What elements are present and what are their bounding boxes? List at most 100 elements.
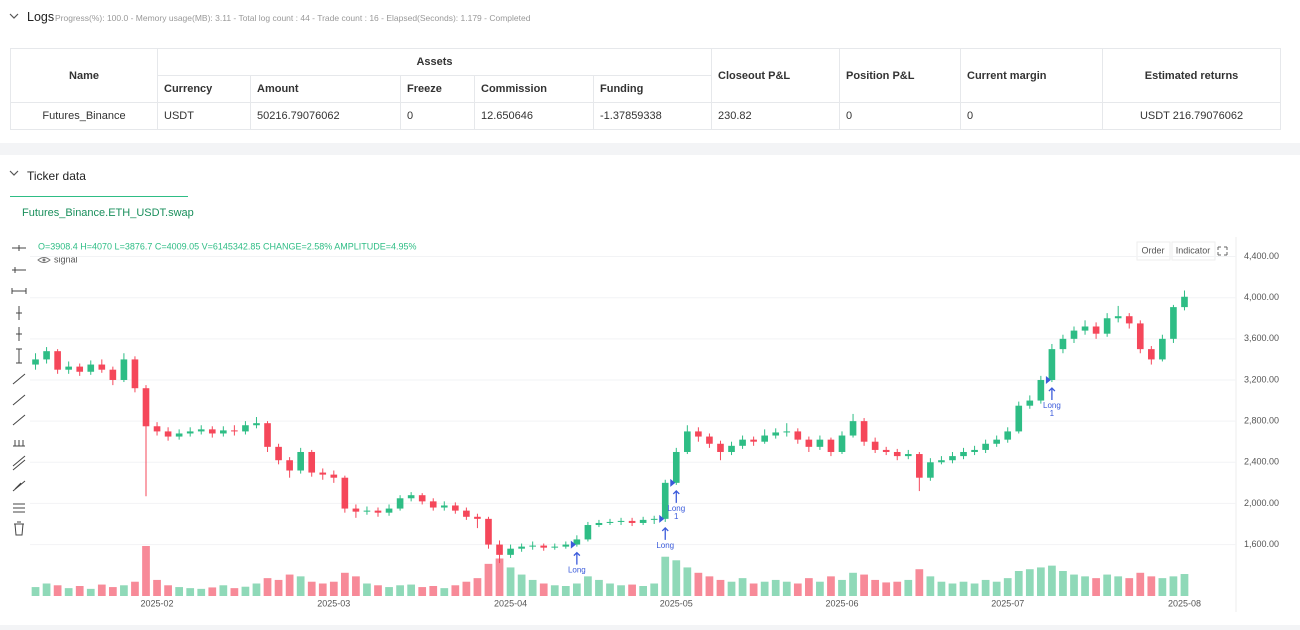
tool-icon[interactable] bbox=[14, 521, 24, 536]
eye-icon[interactable] bbox=[37, 257, 51, 263]
volume-bar bbox=[959, 581, 968, 596]
cell: Futures_Binance bbox=[10, 102, 158, 130]
volume-bar bbox=[64, 588, 73, 596]
candle-body bbox=[507, 548, 514, 555]
tool-icon[interactable] bbox=[12, 480, 26, 492]
tool-icon[interactable] bbox=[12, 414, 26, 426]
candle-body bbox=[672, 451, 680, 483]
candle-body bbox=[1125, 316, 1133, 324]
candle-body bbox=[131, 359, 139, 389]
volume-bar bbox=[418, 587, 427, 596]
volume-bar bbox=[153, 579, 161, 596]
volume-bar bbox=[694, 572, 703, 596]
candle-body bbox=[186, 431, 194, 434]
volume-bar bbox=[329, 581, 338, 596]
candle-body bbox=[860, 421, 868, 442]
candle-body bbox=[341, 477, 349, 509]
tool-icon[interactable] bbox=[12, 373, 26, 385]
candle-body bbox=[960, 451, 967, 457]
tool-icon[interactable] bbox=[16, 306, 22, 320]
volume-bar bbox=[1125, 578, 1134, 596]
candle-body bbox=[1026, 400, 1034, 406]
tool-icon[interactable] bbox=[12, 455, 26, 471]
volume-bar bbox=[838, 579, 846, 596]
cell: 50216.79076062 bbox=[250, 102, 401, 130]
volume-bar bbox=[53, 585, 62, 596]
candle-body bbox=[1092, 326, 1100, 334]
volume-bar bbox=[915, 569, 924, 596]
volume-bar bbox=[42, 583, 51, 596]
symbol-tab[interactable]: Futures_Binance.ETH_USDT.swap bbox=[10, 196, 194, 226]
chevron[interactable] bbox=[6, 161, 26, 191]
candle-body bbox=[882, 449, 890, 452]
volume-bar bbox=[1092, 578, 1100, 596]
tool-icon[interactable] bbox=[12, 267, 26, 273]
candle-body bbox=[518, 546, 525, 549]
order-button[interactable] bbox=[1136, 241, 1171, 261]
tool-icon[interactable] bbox=[16, 327, 22, 341]
candle-body bbox=[573, 539, 581, 545]
indicator-button[interactable] bbox=[1171, 241, 1216, 261]
candle-body bbox=[783, 431, 791, 433]
candle-body bbox=[120, 359, 128, 380]
tool-icon[interactable] bbox=[16, 348, 22, 364]
candle-body bbox=[330, 474, 338, 478]
volume-bar bbox=[782, 581, 791, 596]
tool-icon[interactable] bbox=[13, 503, 25, 513]
cell: 12.650646 bbox=[474, 102, 594, 130]
signal-label: Long bbox=[667, 504, 685, 513]
candle-body bbox=[32, 359, 39, 365]
x-tick-label: 2025-08 bbox=[1168, 598, 1201, 608]
cell: 0 bbox=[400, 102, 475, 130]
volume-bar bbox=[1147, 576, 1156, 596]
volume-bar bbox=[705, 576, 714, 596]
candle-body bbox=[606, 521, 614, 523]
volume-bar bbox=[307, 581, 316, 596]
volume-bar bbox=[108, 587, 117, 596]
volume-bar bbox=[1036, 567, 1045, 596]
cell: USDT 216.79076062 bbox=[1102, 102, 1282, 130]
candle-body bbox=[396, 498, 404, 509]
candle-body bbox=[54, 351, 61, 370]
volume-bar bbox=[396, 585, 404, 596]
tool-icon[interactable] bbox=[11, 288, 27, 294]
x-tick-label: 2025-05 bbox=[660, 598, 693, 608]
candle-body bbox=[1048, 349, 1056, 380]
volume-bar bbox=[197, 588, 206, 596]
candle-body bbox=[385, 508, 393, 513]
candle-body bbox=[1004, 431, 1012, 440]
volume-bar bbox=[650, 583, 659, 596]
candle-body bbox=[242, 425, 249, 432]
candle-body bbox=[838, 435, 846, 452]
volume-bar bbox=[584, 576, 592, 596]
cell: USDT bbox=[157, 102, 251, 130]
candle-body bbox=[374, 510, 382, 513]
candle-body bbox=[286, 460, 293, 471]
candle-body bbox=[363, 510, 371, 512]
y-tick-label: 2,800.00 bbox=[1244, 416, 1279, 426]
candle-body bbox=[1148, 349, 1155, 360]
signal-arrow bbox=[661, 527, 669, 540]
tool-icon[interactable] bbox=[12, 394, 26, 406]
candle-body bbox=[949, 456, 956, 461]
ohlc-legend: O=3908.4 H=4070 L=3876.7 C=4009.05 V=614… bbox=[38, 241, 417, 251]
tool-icon[interactable] bbox=[12, 245, 26, 251]
chevron[interactable] bbox=[6, 4, 26, 34]
candle-body bbox=[993, 439, 1000, 444]
tool-icon[interactable] bbox=[13, 440, 25, 447]
header: Funding bbox=[592, 75, 713, 103]
candle-body bbox=[772, 432, 780, 436]
volume-bar bbox=[948, 583, 957, 596]
volume-bar bbox=[296, 576, 305, 596]
volume-bar bbox=[937, 581, 946, 596]
candle-body bbox=[739, 439, 746, 446]
candle-body bbox=[938, 460, 945, 463]
cell: 0 bbox=[960, 102, 1104, 130]
volume-bar bbox=[572, 583, 581, 596]
candle-body bbox=[153, 426, 161, 432]
volume-bar bbox=[186, 588, 195, 596]
volume-bar bbox=[429, 586, 438, 596]
fullscreen-icon[interactable] bbox=[1217, 246, 1228, 256]
volume-bar bbox=[175, 587, 184, 596]
